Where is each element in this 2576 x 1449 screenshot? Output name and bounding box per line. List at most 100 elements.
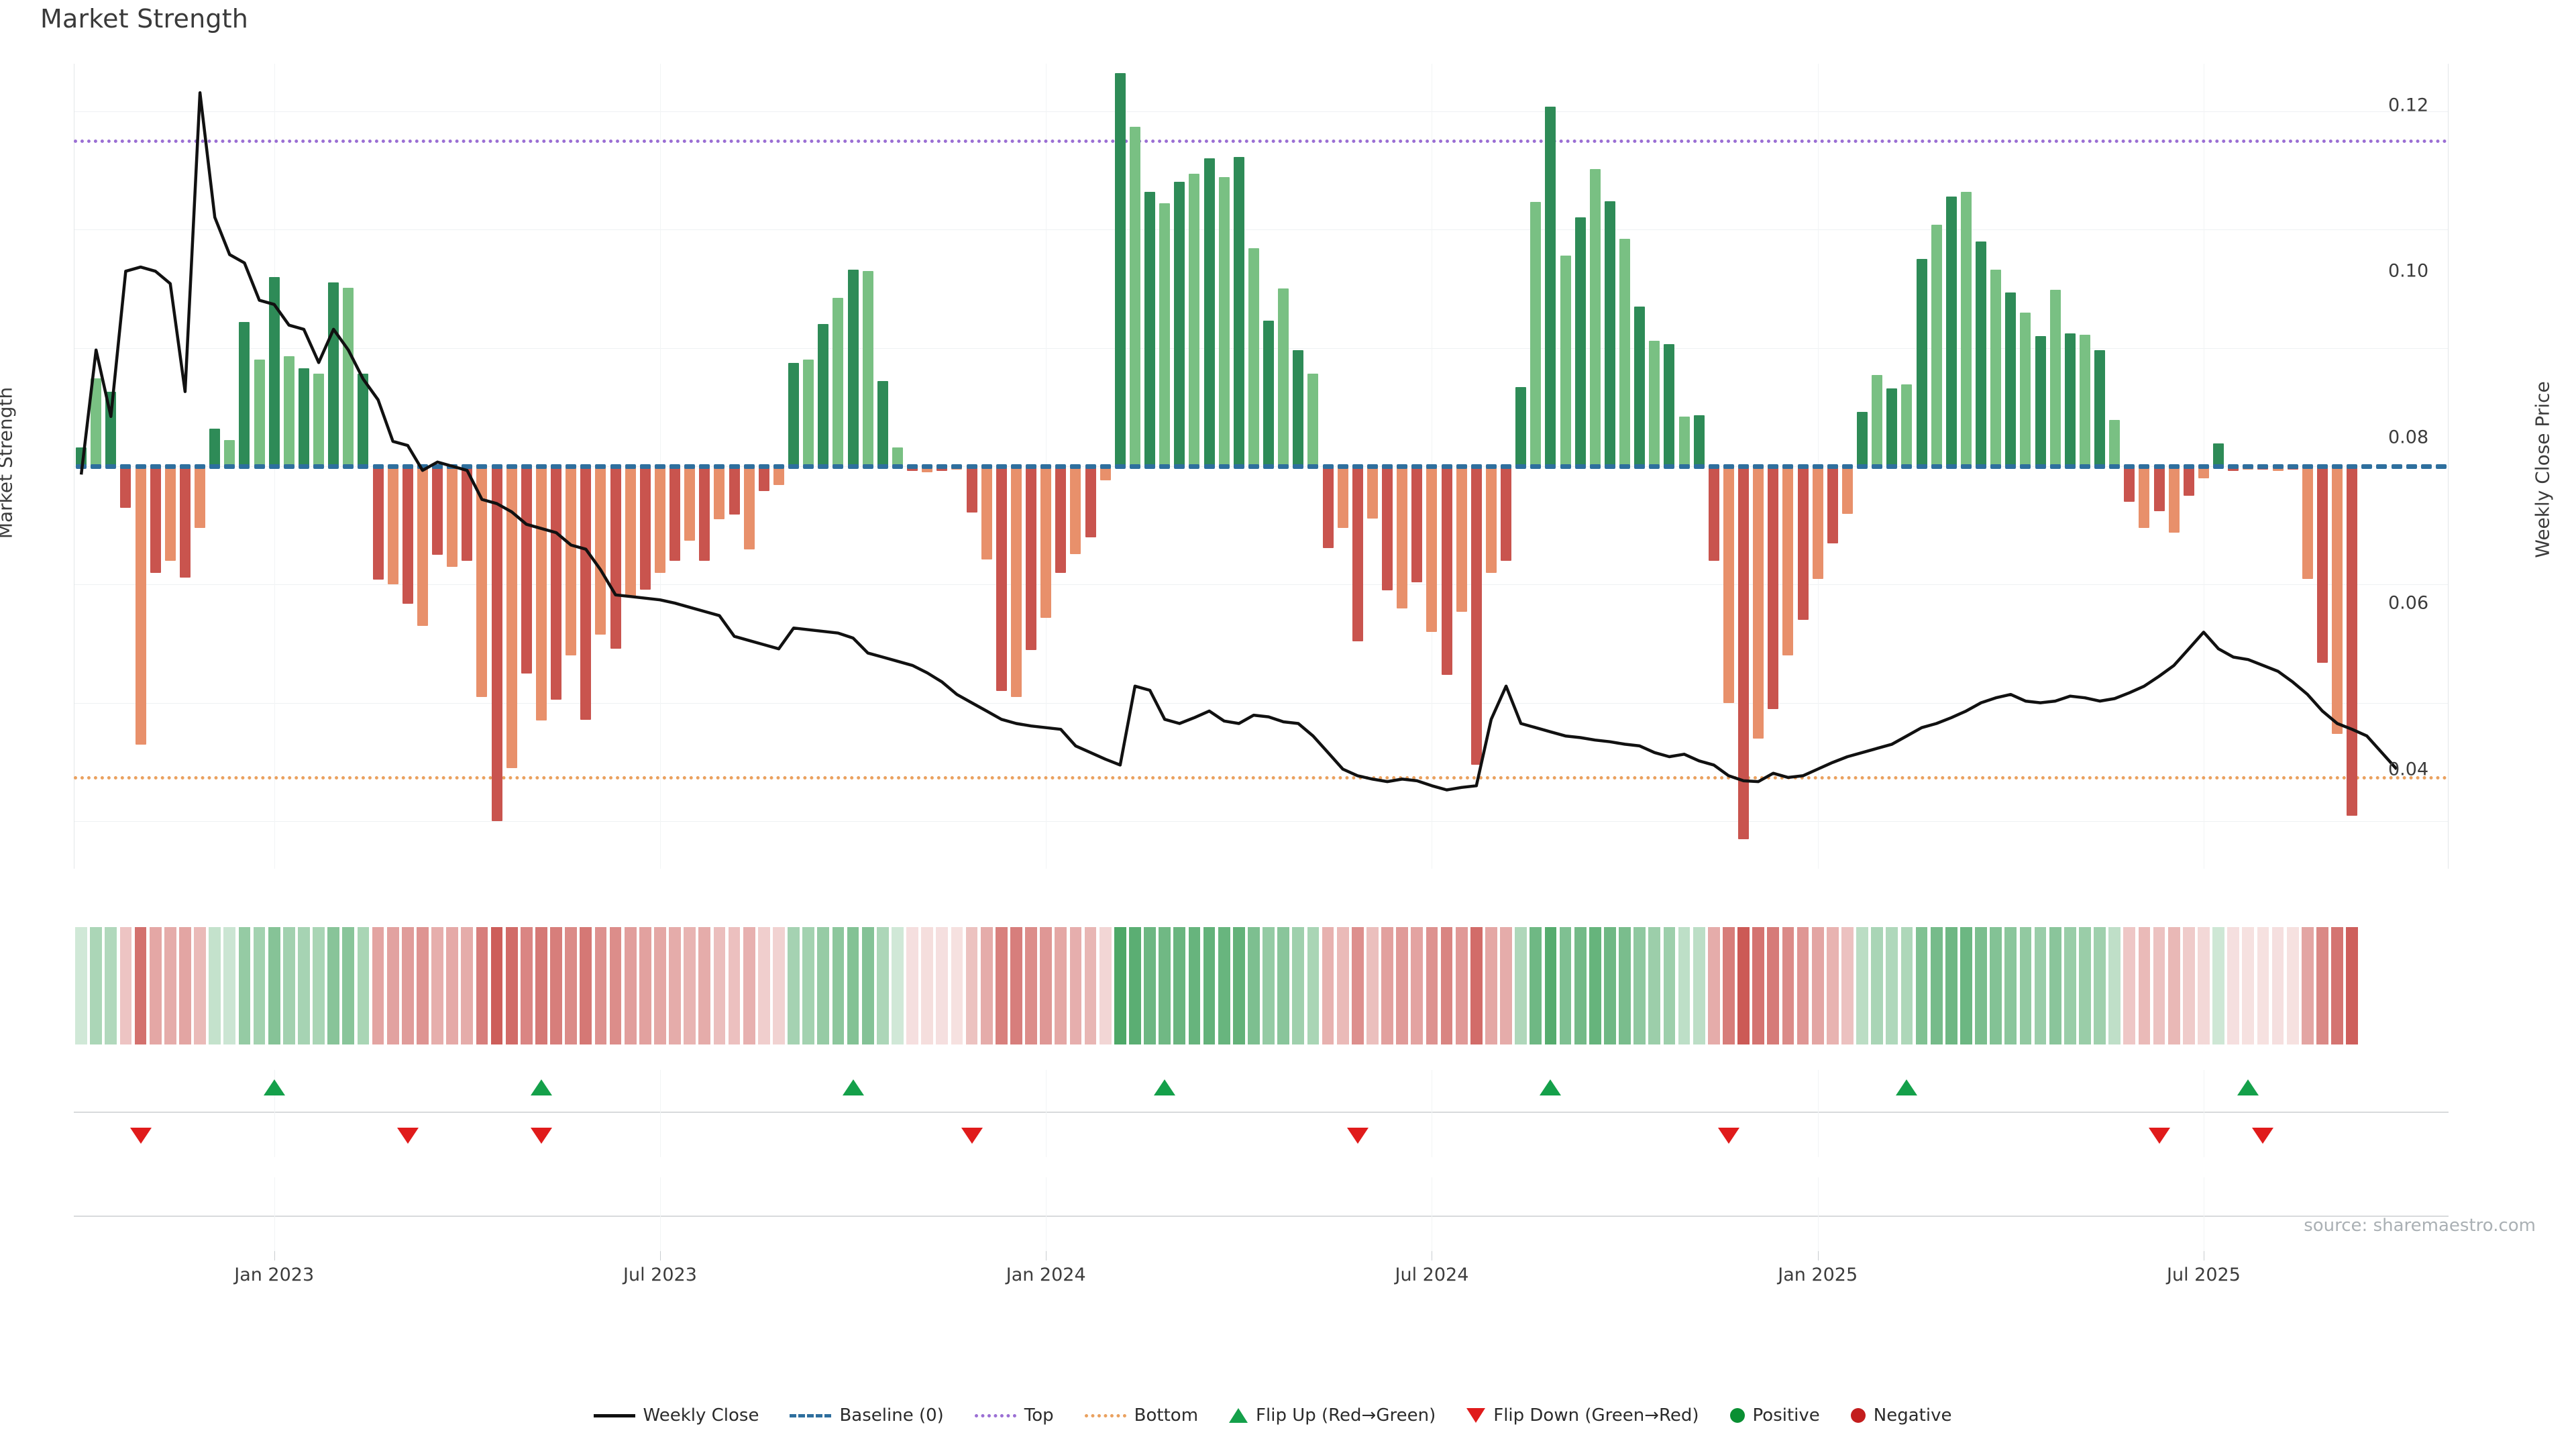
heatmap-cell: [1796, 927, 1809, 1044]
strength-bar: [1545, 106, 1556, 466]
baseline-dash: [1114, 464, 1126, 469]
heatmap-cell: [861, 927, 874, 1044]
strength-bar: [1055, 466, 1067, 573]
baseline-dash: [2035, 464, 2046, 469]
heatmap-cell: [1648, 927, 1661, 1044]
baseline-dash: [343, 464, 354, 469]
heatmap-cell: [1693, 927, 1705, 1044]
strength-bar: [1664, 344, 1675, 466]
heatmap-cell: [892, 927, 904, 1044]
strength-bar: [1797, 466, 1809, 621]
baseline-dash: [358, 464, 369, 469]
strength-bar: [417, 466, 428, 627]
heatmap-cell: [1084, 927, 1097, 1044]
heatmap-cell: [1232, 927, 1245, 1044]
baseline-dash: [2435, 464, 2447, 469]
strength-bar: [120, 466, 131, 508]
baseline-dash: [2153, 464, 2165, 469]
flip-down-marker-icon: [1346, 1128, 1368, 1144]
legend-item[interactable]: Flip Down (Green→Red): [1466, 1405, 1699, 1426]
strength-bar: [313, 374, 325, 466]
baseline-dash: [402, 464, 413, 469]
strength-bar: [432, 466, 443, 555]
heatmap-cell: [1203, 927, 1216, 1044]
heatmap-cell: [832, 927, 845, 1044]
baseline-dash: [892, 464, 903, 469]
baseline-dash: [1782, 464, 1794, 469]
heatmap-cell: [1055, 927, 1067, 1044]
heatmap-cell: [520, 927, 533, 1044]
strength-bar: [447, 466, 458, 567]
heatmap-cell: [1915, 927, 1928, 1044]
heatmap-cell: [743, 927, 755, 1044]
heatmap-cell: [431, 927, 443, 1044]
heatmap-cell: [1411, 927, 1424, 1044]
legend-item[interactable]: Weekly Close: [593, 1405, 759, 1426]
strength-bar: [343, 287, 354, 466]
strength-bar: [268, 276, 280, 466]
strength-bar: [209, 428, 221, 466]
strength-bar: [1278, 288, 1289, 466]
baseline-dash: [996, 464, 1007, 469]
legend-item[interactable]: Baseline (0): [790, 1405, 944, 1426]
baseline-dash: [2094, 464, 2106, 469]
strength-heatmap-panel: [74, 919, 2449, 1050]
page-title: Market Strength: [40, 4, 249, 34]
x-axis-tick-mark: [1817, 1251, 1819, 1260]
strength-bar: [476, 466, 488, 698]
heatmap-cell: [223, 927, 236, 1044]
strength-bar: [2005, 292, 2017, 466]
legend-item-label: Flip Up (Red→Green): [1256, 1405, 1436, 1426]
heatmap-cell: [1455, 927, 1468, 1044]
flip-markers-panel: [74, 1070, 2449, 1157]
baseline-dash: [966, 464, 977, 469]
strength-bar: [387, 466, 398, 585]
baseline-dash: [1218, 464, 1230, 469]
legend-item[interactable]: Top: [974, 1405, 1054, 1426]
legend-item[interactable]: Negative: [1850, 1405, 1951, 1426]
strength-bar: [551, 466, 562, 700]
strength-bar: [2035, 335, 2046, 466]
strength-bar: [195, 466, 206, 528]
strength-bar: [847, 270, 859, 466]
heatmap-cell: [773, 927, 785, 1044]
heatmap-cell: [817, 927, 830, 1044]
baseline-dash: [91, 464, 102, 469]
legend-item[interactable]: Flip Up (Red→Green): [1229, 1405, 1436, 1426]
baseline-dash: [2228, 464, 2239, 469]
heatmap-cell: [1604, 927, 1616, 1044]
x-axis-tick-mark: [274, 1251, 275, 1260]
heatmap-cell: [565, 927, 578, 1044]
heatmap-cell: [1663, 927, 1676, 1044]
strength-bar: [1026, 466, 1037, 650]
y-axis-tick-label-right: 0.04: [2388, 759, 2429, 780]
strength-bar: [1634, 306, 1646, 466]
heatmap-cell: [2257, 927, 2269, 1044]
weekly-close-line: [79, 91, 2398, 792]
baseline-dash: [1099, 464, 1111, 469]
baseline-dash: [224, 464, 235, 469]
strength-bar: [639, 466, 651, 590]
gridline-y: [74, 702, 2449, 704]
heatmap-cell: [209, 927, 221, 1044]
baseline-dash: [595, 464, 606, 469]
legend-item[interactable]: Bottom: [1084, 1405, 1198, 1426]
baseline-dash: [1026, 464, 1037, 469]
strength-bar: [1040, 466, 1052, 618]
heatmap-cell: [1841, 927, 1854, 1044]
heatmap-cell: [1782, 927, 1794, 1044]
heatmap-cell: [1025, 927, 1037, 1044]
baseline-dash: [1976, 464, 1987, 469]
baseline-dash: [491, 464, 502, 469]
heatmap-cell: [2198, 927, 2210, 1044]
baseline-dash: [298, 464, 309, 469]
baseline-dash: [803, 464, 814, 469]
legend-item[interactable]: Positive: [1729, 1405, 1820, 1426]
solid-line-icon: [593, 1413, 635, 1417]
strength-bar: [2124, 466, 2135, 502]
baseline-dash: [1530, 464, 1542, 469]
baseline-dash: [1263, 464, 1275, 469]
heatmap-cell: [357, 927, 370, 1044]
heatmap-cell: [995, 927, 1008, 1044]
gridline-x: [1817, 1177, 1819, 1251]
